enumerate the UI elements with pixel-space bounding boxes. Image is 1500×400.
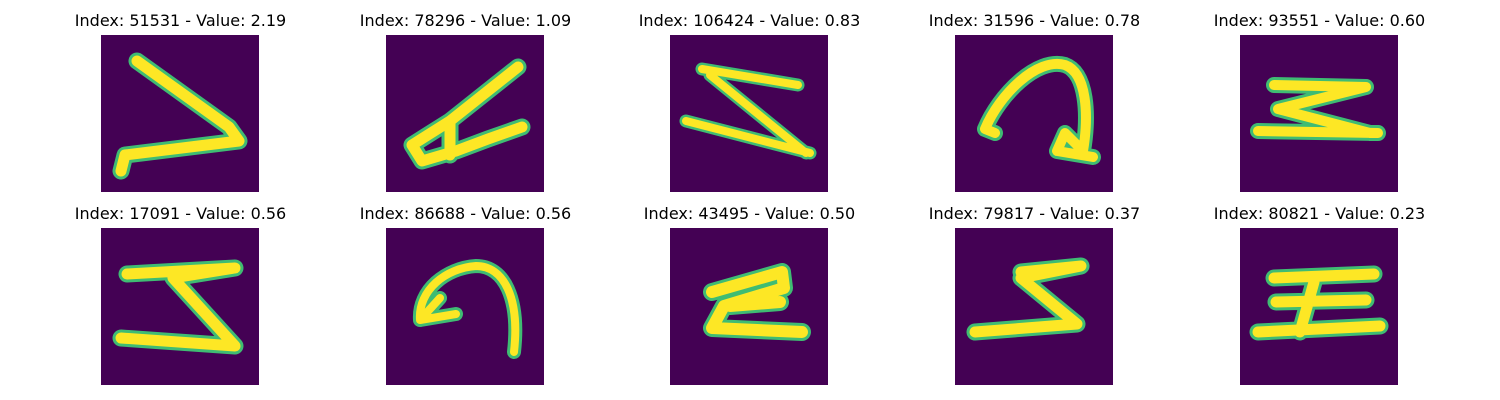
- panel-title: Index: 86688 - Value: 0.56: [359, 204, 572, 223]
- panel-title: Index: 78296 - Value: 1.09: [359, 11, 572, 30]
- panel-title: Index: 79817 - Value: 0.37: [928, 204, 1141, 223]
- digit-image: [670, 35, 828, 192]
- digit-image: [1240, 228, 1398, 385]
- digit-image: [386, 228, 544, 385]
- panel-title: Index: 17091 - Value: 0.56: [74, 204, 287, 223]
- panel-title: Index: 93551 - Value: 0.60: [1213, 11, 1426, 30]
- digit-image: [955, 35, 1113, 192]
- panel-5: Index: 93551 - Value: 0.60: [1177, 11, 1462, 192]
- digit-image: [670, 228, 828, 385]
- digit-image: [386, 35, 544, 192]
- panel-1: Index: 51531 - Value: 2.19: [38, 11, 323, 192]
- panel-3: Index: 106424 - Value: 0.83: [607, 11, 892, 192]
- digit-image: [101, 228, 259, 385]
- panel-2: Index: 78296 - Value: 1.09: [323, 11, 608, 192]
- digit-image: [1240, 35, 1398, 192]
- panel-7: Index: 86688 - Value: 0.56: [323, 204, 608, 385]
- panel-10: Index: 80821 - Value: 0.23: [1177, 204, 1462, 385]
- panel-8: Index: 43495 - Value: 0.50: [607, 204, 892, 385]
- digit-image: [955, 228, 1113, 385]
- panel-title: Index: 51531 - Value: 2.19: [74, 11, 287, 30]
- digit-image: [101, 35, 259, 192]
- panel-title: Index: 43495 - Value: 0.50: [643, 204, 856, 223]
- panel-title: Index: 80821 - Value: 0.23: [1213, 204, 1426, 223]
- panel-title: Index: 31596 - Value: 0.78: [928, 11, 1141, 30]
- panel-6: Index: 17091 - Value: 0.56: [38, 204, 323, 385]
- panel-9: Index: 79817 - Value: 0.37: [892, 204, 1177, 385]
- panel-title: Index: 106424 - Value: 0.83: [638, 11, 861, 30]
- panel-4: Index: 31596 - Value: 0.78: [892, 11, 1177, 192]
